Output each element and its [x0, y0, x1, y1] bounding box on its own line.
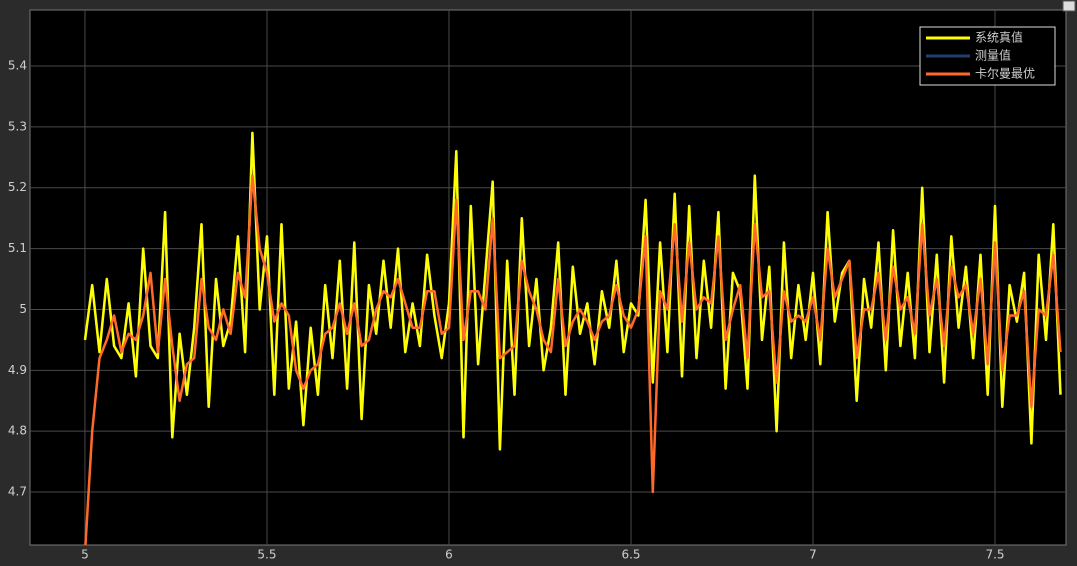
- x-tick-label: 7: [809, 548, 817, 562]
- y-tick-label: 5.3: [8, 119, 27, 133]
- x-tick-label: 7.5: [985, 548, 1004, 562]
- y-tick-label: 5.1: [8, 241, 27, 255]
- y-tick-label: 4.8: [8, 424, 27, 438]
- legend-label: 测量值: [975, 48, 1011, 63]
- plot-lines: [83, 131, 1062, 545]
- x-tick-label: 5: [81, 548, 89, 562]
- series-line: [84, 174, 1062, 545]
- series-line: [83, 131, 1062, 451]
- y-tick-label: 5.4: [8, 58, 27, 72]
- x-tick-label: 6: [445, 548, 453, 562]
- y-tick-label: 4.7: [8, 485, 27, 499]
- legend-label: 卡尔曼最优: [975, 66, 1035, 81]
- y-tick-label: 4.9: [8, 363, 27, 377]
- y-tick-label: 5.2: [8, 180, 27, 194]
- x-tick-label: 6.5: [621, 548, 640, 562]
- x-tick-label: 5.5: [257, 548, 276, 562]
- plot-area: [29, 9, 1067, 546]
- legend-label: 系统真值: [975, 30, 1023, 45]
- restore-button[interactable]: [1062, 0, 1076, 12]
- y-tick-label: 5: [19, 302, 27, 316]
